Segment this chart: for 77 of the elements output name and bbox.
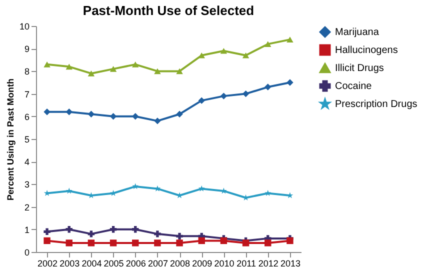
point (44, 62, 50, 68)
x-tick-label: 2005 (104, 258, 124, 268)
y-tick-label: 5 (24, 134, 30, 144)
point (66, 64, 72, 70)
legend-label: Marijuana (335, 27, 380, 38)
point (242, 240, 250, 246)
y-tick-label: 4 (24, 157, 30, 168)
point (286, 79, 294, 86)
x-tick-label: 2003 (60, 258, 80, 268)
point (198, 185, 205, 192)
point (264, 41, 272, 47)
x-tick-label: 2008 (170, 258, 190, 268)
point (154, 118, 161, 124)
point (220, 237, 228, 244)
y-tick-label: 0 (24, 248, 30, 258)
point (154, 230, 161, 238)
point (44, 237, 50, 244)
point (110, 66, 117, 72)
y-tick-label: 7 (24, 89, 30, 100)
point (88, 110, 95, 118)
point (176, 68, 183, 74)
y-axis-title: Percent Using in Past Month (5, 78, 16, 201)
point (220, 48, 228, 54)
point (198, 237, 205, 244)
y-tick-label: 10 (19, 22, 30, 32)
y-tick-label: 8 (24, 66, 30, 77)
chart-title: Past-Month Use of Selected (82, 3, 254, 18)
point (264, 190, 272, 196)
x-tick-label: 2009 (192, 258, 212, 268)
point (44, 228, 50, 236)
y-tick-label: 2 (24, 202, 30, 212)
point (66, 226, 72, 233)
legend-label: Hallucinogens (335, 45, 398, 56)
x-tick-label: 2002 (38, 258, 58, 268)
point (132, 240, 139, 246)
point (110, 240, 117, 246)
x-tick-label: 2011 (236, 258, 256, 268)
point (154, 68, 161, 74)
y-tick-label: 6 (24, 112, 30, 122)
point (286, 36, 294, 42)
point (110, 226, 117, 233)
point (110, 113, 117, 120)
point (66, 108, 72, 116)
point (88, 70, 95, 76)
point (66, 240, 72, 246)
x-tick-label: 2004 (82, 258, 102, 268)
point (176, 232, 183, 240)
x-tick-label: 2013 (280, 258, 300, 268)
point (176, 110, 183, 118)
point (198, 97, 205, 104)
point (198, 52, 205, 58)
legend-label: Illicit Drugs (335, 63, 384, 74)
point (176, 240, 183, 246)
x-tick-label: 2012 (258, 258, 278, 268)
point (264, 240, 272, 246)
point (44, 108, 50, 116)
point (88, 230, 95, 238)
legend-label: Prescription Drugs (335, 99, 418, 110)
point (88, 240, 95, 246)
x-tick-label: 2007 (148, 258, 168, 268)
y-tick-label: 9 (24, 44, 30, 54)
x-tick-label: 2006 (126, 258, 146, 268)
x-tick-label: 2010 (214, 258, 234, 268)
legend-label: Cocaine (335, 81, 372, 92)
point (220, 92, 228, 100)
point (154, 240, 161, 246)
point (264, 84, 272, 90)
point (132, 183, 139, 190)
point (132, 226, 139, 233)
point (286, 237, 294, 244)
point (132, 113, 139, 120)
point (242, 52, 250, 58)
y-tick-label: 1 (24, 224, 30, 235)
point (66, 188, 72, 194)
point (242, 90, 250, 98)
point (132, 62, 139, 68)
y-tick-label: 3 (24, 180, 30, 190)
